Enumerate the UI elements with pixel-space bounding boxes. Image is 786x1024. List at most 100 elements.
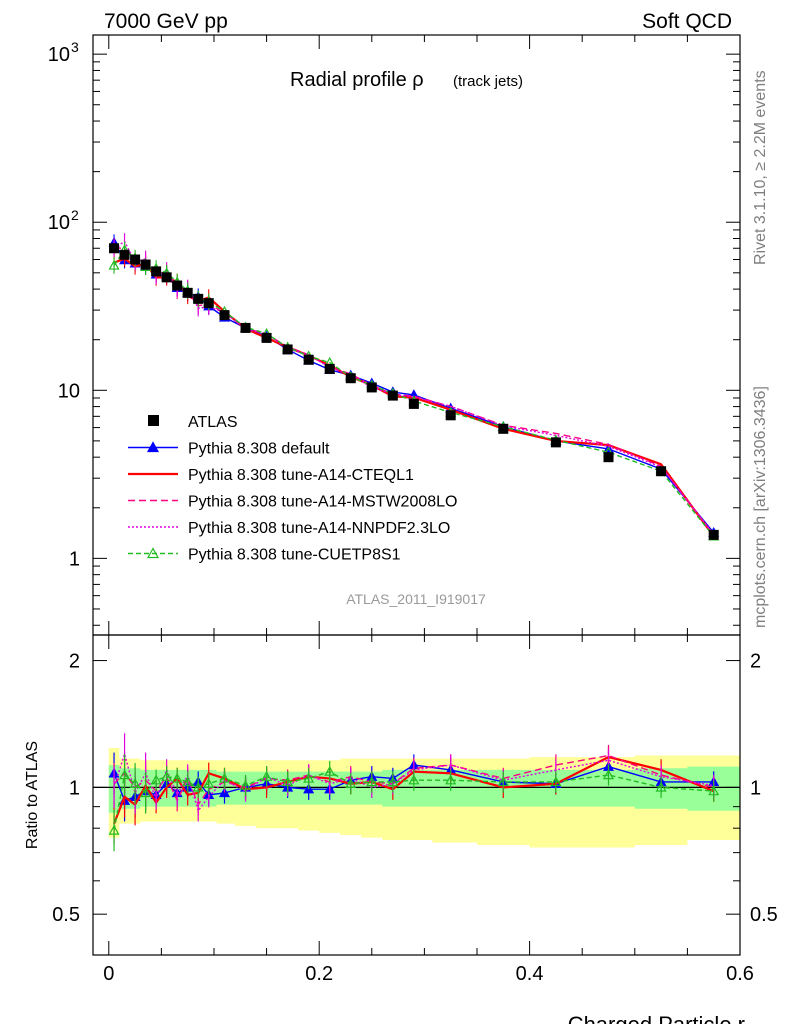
ratio-point [218,772,231,783]
ratio-point [303,772,315,783]
atlas-point [550,437,561,448]
legend-label: Pythia 8.308 tune-A14-NNPDF2.3LO [188,520,450,537]
ratio-point [150,774,162,785]
legend-entry: Pythia 8.308 default [128,441,330,458]
rivet-note: Rivet 3.1.10, ≥ 2.2M events [752,70,769,265]
ratio-point [182,776,194,787]
ratio-point [345,778,357,788]
atlas-point [219,310,230,321]
legend-label: ATLAS [188,414,238,431]
atlas-point [130,254,141,265]
ratio-panel: 0 0.2 0.4 0.6 0.5 0.5 1 1 2 2 Ratio to ATLAS [24,634,778,985]
y-tick-exponent: 2 [71,207,79,223]
x-tick-label: 0 [103,963,114,985]
ratio-point [708,785,720,796]
ratio-point [655,781,667,792]
ratio-point [387,776,399,787]
y-tick-label: 10 [48,44,70,66]
ratio-frame [92,634,741,956]
ratio-point [203,778,215,788]
atlas-point [203,298,214,309]
atlas-point [603,452,614,463]
ratio-point [408,774,420,785]
main-line [113,242,715,534]
main-line [113,240,715,535]
main-series-2 [113,238,715,536]
ratio-point [550,776,562,787]
atlas-point [303,354,314,365]
ratio-point [161,770,173,781]
x-tick-label: 0.6 [726,963,754,985]
ratio-point [602,769,615,780]
main-point [108,259,120,270]
ratio-point [282,776,294,787]
ratio-series-4 [108,754,720,852]
y-tick-exponent: 3 [71,39,79,55]
atlas-point [445,410,456,421]
atlas-point [656,466,667,477]
atlas-point [498,423,509,434]
mcplots-note: mcplots.cern.ch [arXiv:1306.3436] [752,386,769,628]
atlas-point [324,363,335,374]
ratio-point [261,770,273,781]
legend-entry: Pythia 8.308 tune-A14-CTEQL1 [128,467,414,484]
legend-marker [146,547,160,559]
analysis-id: ATLAS_2011_I919017 [346,591,486,607]
x-tick-label: 0.2 [305,963,333,985]
legend-entry: Pythia 8.308 tune-A14-MSTW2008LO [128,494,457,511]
legend: ATLAS Pythia 8.308 default Pythia 8.308 tu… [128,414,457,564]
ratio-point [129,778,141,788]
x-tick-label: 0.4 [516,963,544,985]
ratio-point [445,774,457,785]
chart-title-suffix: (track jets) [453,73,523,90]
atlas-point [161,272,172,283]
legend-marker [146,441,160,453]
atlas-point [140,259,151,270]
ratio-point [324,765,336,776]
main-series-3 [113,233,715,535]
atlas-point [240,322,251,333]
legend-entry: ATLAS [148,414,238,431]
ratio-y-tick-label-right: 0.5 [750,904,778,926]
atlas-point [345,373,356,384]
ratio-point [140,787,152,798]
ratio-point [171,772,183,783]
legend-label: Pythia 8.308 tune-CUETP8S1 [188,547,401,564]
legend-label: Pythia 8.308 default [188,441,330,458]
chart-title: Radial profile ρ [290,69,424,91]
ratio-y-tick-label-right: 1 [750,777,761,799]
atlas-point [708,529,719,540]
y-tick-label: 10 [58,380,80,402]
legend-entry: Pythia 8.308 tune-CUETP8S1 [128,547,401,564]
atlas-point [282,344,293,355]
main-line [113,257,715,537]
atlas-point [366,382,377,393]
atlas-point [172,280,183,291]
ratio-point [192,781,204,792]
y-tick-label: 10 [48,212,70,234]
atlas-point [119,249,130,260]
legend-marker [148,415,159,426]
atlas-point [109,243,120,254]
ratio-point [366,776,378,787]
atlas-point [387,390,398,401]
x-axis-label: Charged Particle r [568,1012,745,1024]
legend-entry: Pythia 8.308 tune-A14-NNPDF2.3LO [128,520,450,537]
atlas-point [151,266,162,277]
y-tick-label: 1 [69,548,80,570]
ratio-y-tick-label: 0.5 [52,904,80,926]
atlas-point [193,293,204,304]
ratio-y-tick-label-right: 2 [750,651,761,673]
atlas-point [408,398,419,409]
ratio-ylabel: Ratio to ATLAS [24,741,41,849]
header-right: Soft QCD [642,10,732,33]
ratio-y-tick-label: 1 [69,777,80,799]
ratio-line [113,770,714,831]
atlas-point [261,332,272,343]
ratio-point [119,769,131,780]
main-frame [92,34,741,636]
atlas-point [182,287,193,298]
legend-label: Pythia 8.308 tune-A14-CTEQL1 [188,467,414,484]
